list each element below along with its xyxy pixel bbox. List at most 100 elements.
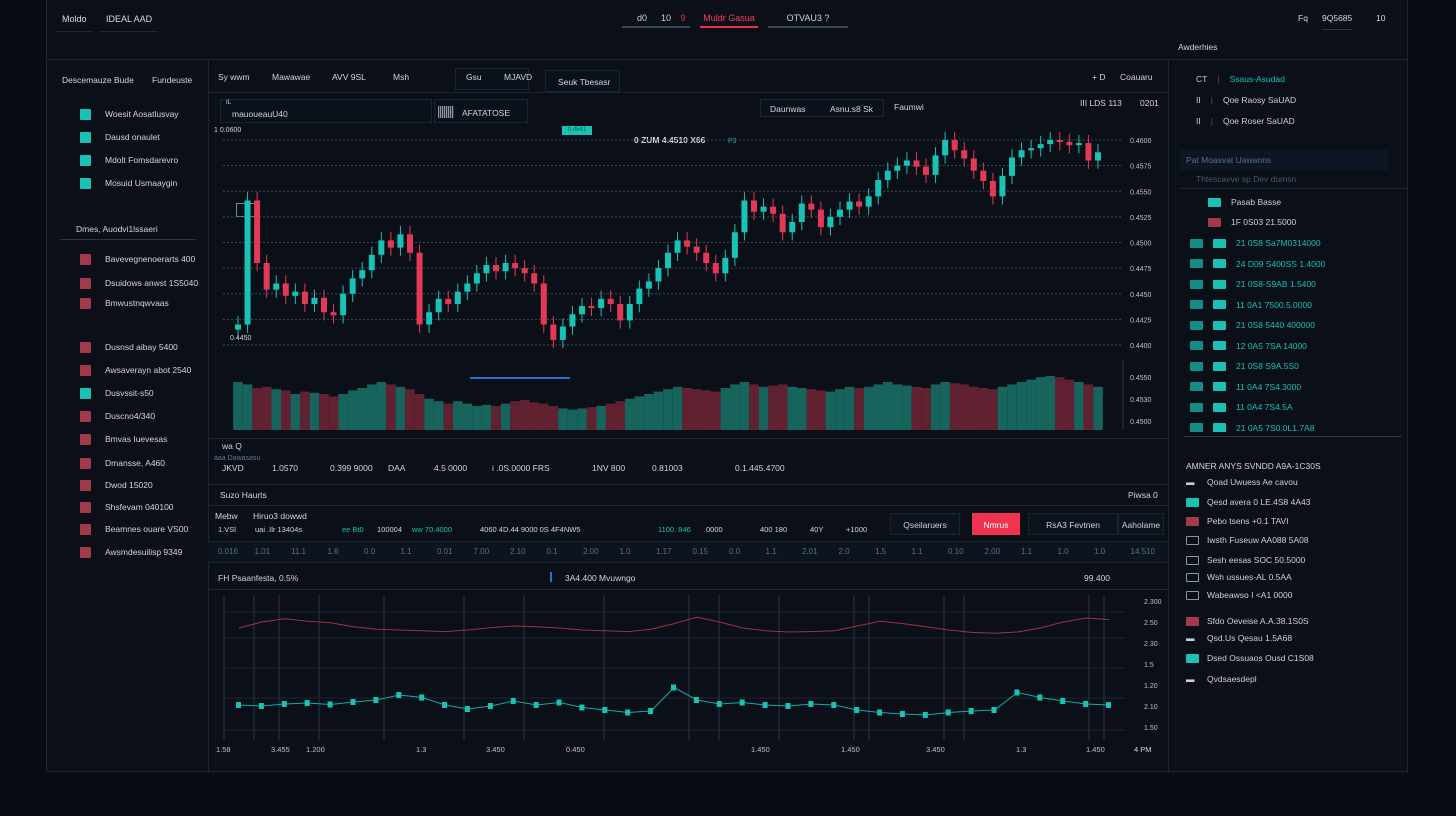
candle[interactable] <box>387 240 394 248</box>
candle[interactable] <box>569 314 576 327</box>
time-label[interactable]: 0.0 <box>729 547 741 556</box>
candle[interactable] <box>378 240 385 255</box>
candle[interactable] <box>636 288 643 304</box>
tab-2[interactable]: 10 <box>656 8 676 28</box>
candle[interactable] <box>301 291 308 304</box>
candle[interactable] <box>760 206 767 212</box>
candle[interactable] <box>779 213 786 233</box>
list-item[interactable]: 11 0A4 7S4.3000 <box>1190 382 1301 392</box>
sidebar-item[interactable]: Awsaverayn abot 2540 <box>80 363 191 377</box>
candle[interactable] <box>798 203 805 222</box>
candle[interactable] <box>1028 148 1035 151</box>
header-account[interactable]: 9Q5685 <box>1322 13 1353 30</box>
candle[interactable] <box>789 222 796 233</box>
candle[interactable] <box>722 257 729 274</box>
candle[interactable] <box>540 283 547 325</box>
tab-active[interactable]: Muldr Gasua <box>700 8 758 28</box>
candle[interactable] <box>989 181 996 197</box>
time-label[interactable]: 0.10 <box>948 547 964 556</box>
candle[interactable] <box>521 268 528 274</box>
time-label[interactable]: 1.1 <box>1021 547 1033 556</box>
sidebar-item[interactable]: Woesit Aosatlusvay <box>80 107 179 121</box>
sub-chart[interactable]: 2.300 2.50 2.30 1.5 1.20 2.10 1.50 1.58 3.455 1.2… <box>214 590 1168 760</box>
candle[interactable] <box>674 240 681 253</box>
sidebar-item[interactable]: Dwod 15020 <box>80 478 153 492</box>
time-label[interactable]: 1.0 <box>1057 547 1069 556</box>
candle[interactable] <box>1085 143 1092 161</box>
drawing-line[interactable] <box>470 377 570 379</box>
candle[interactable] <box>645 281 652 289</box>
time-label[interactable]: 11.1 <box>291 547 306 556</box>
candle[interactable] <box>502 263 509 272</box>
sidebar-item[interactable]: Mosuid Usmaaygin <box>80 176 177 190</box>
candle[interactable] <box>1075 143 1082 146</box>
candle[interactable] <box>493 265 499 272</box>
candle[interactable] <box>330 312 337 316</box>
toolbar-tab[interactable]: Gsu <box>466 72 482 82</box>
time-label[interactable]: 7.00 <box>473 547 490 556</box>
toolbar-tab[interactable]: Sy wwm <box>218 72 250 82</box>
candle[interactable] <box>865 196 872 207</box>
candle[interactable] <box>665 252 671 269</box>
time-label[interactable]: 0.15 <box>692 547 709 556</box>
candle[interactable] <box>579 306 585 315</box>
account-row[interactable]: II | Qoe Roser SaUAD <box>1196 116 1295 126</box>
order-item[interactable]: Sesh eesas SOC 50.5000 <box>1186 555 1305 565</box>
sidebar-item[interactable]: Dausd onaulet <box>80 130 160 144</box>
candle[interactable] <box>340 293 347 316</box>
sidebar-item[interactable]: Shsfevam 040100 <box>80 500 174 514</box>
tab-1[interactable]: d0 <box>622 8 662 28</box>
account-row[interactable]: CT | Ssaus-Asudad <box>1196 74 1285 84</box>
candle[interactable] <box>751 200 757 212</box>
candle[interactable] <box>1047 140 1054 145</box>
candle[interactable] <box>731 232 738 258</box>
sidebar-item[interactable]: Dusnsd aibay 5400 <box>80 340 178 354</box>
sidebar-header[interactable]: Descemauze Bude <box>62 75 134 85</box>
sidebar-item[interactable]: Dmansse, A460 <box>80 456 165 470</box>
candle[interactable] <box>846 201 853 210</box>
list-item[interactable]: 21 0S8 Sa7M0314000 <box>1190 238 1321 248</box>
sidebar-item[interactable]: Dusvssit-s50 <box>80 386 154 400</box>
order-item[interactable]: Iwsth Fuseuw AA088 5A08 <box>1186 535 1309 545</box>
candle[interactable] <box>531 273 538 284</box>
candle[interactable] <box>942 140 949 156</box>
order-item[interactable]: ▬ Qvdsaesdepl <box>1186 674 1257 684</box>
candle[interactable] <box>1056 140 1063 143</box>
candle[interactable] <box>808 203 815 210</box>
candle[interactable] <box>349 278 356 294</box>
candle[interactable] <box>913 160 920 167</box>
candle[interactable] <box>999 175 1006 197</box>
candle[interactable] <box>923 166 929 175</box>
candle[interactable] <box>292 291 299 296</box>
candle[interactable] <box>655 268 662 282</box>
candle[interactable] <box>254 200 261 263</box>
order-tab-button[interactable]: RsA3 Fevtnen <box>1028 513 1118 535</box>
candle[interactable] <box>598 298 605 309</box>
order-tab-button[interactable]: Nmrus <box>972 513 1020 535</box>
toolbar-tab[interactable]: Mawawae <box>272 72 311 82</box>
order-item[interactable]: ▬ Qsd.Us Qesau 1.5A68 <box>1186 633 1292 643</box>
candle[interactable] <box>607 298 614 304</box>
candle[interactable] <box>932 155 939 175</box>
candle[interactable] <box>426 312 433 325</box>
header-item[interactable]: 10 <box>1376 13 1386 23</box>
candle[interactable] <box>464 283 471 292</box>
pair-selector[interactable] <box>760 99 884 117</box>
time-label[interactable]: 0.01 <box>437 547 453 556</box>
candle[interactable] <box>961 150 968 159</box>
order-item[interactable]: Pebo tsens +0.1 TAVI <box>1186 516 1289 526</box>
list-item[interactable]: 12 0A5 7SA 14000 <box>1190 341 1307 351</box>
time-label[interactable]: 1.1 <box>400 547 412 556</box>
time-label[interactable]: 14.510 <box>1130 547 1155 556</box>
candle[interactable] <box>693 246 700 253</box>
sidebar-item[interactable]: Dsuidows anwst 1S5040 <box>80 276 198 290</box>
time-label[interactable]: 1.17 <box>656 547 672 556</box>
sidebar-item[interactable]: Beamnes ouare VS00 <box>80 522 188 536</box>
sidebar-item[interactable]: Bmvas Iuevesas <box>80 432 167 446</box>
time-label[interactable]: 0.0 <box>364 547 376 556</box>
time-label[interactable]: 2.10 <box>510 547 526 556</box>
candle[interactable] <box>244 200 251 325</box>
time-label[interactable]: 2.01 <box>802 547 818 556</box>
time-label[interactable]: 1.1 <box>911 547 923 556</box>
list-item[interactable]: 21 0A5 7S0.0L1.7A8 <box>1190 423 1314 433</box>
